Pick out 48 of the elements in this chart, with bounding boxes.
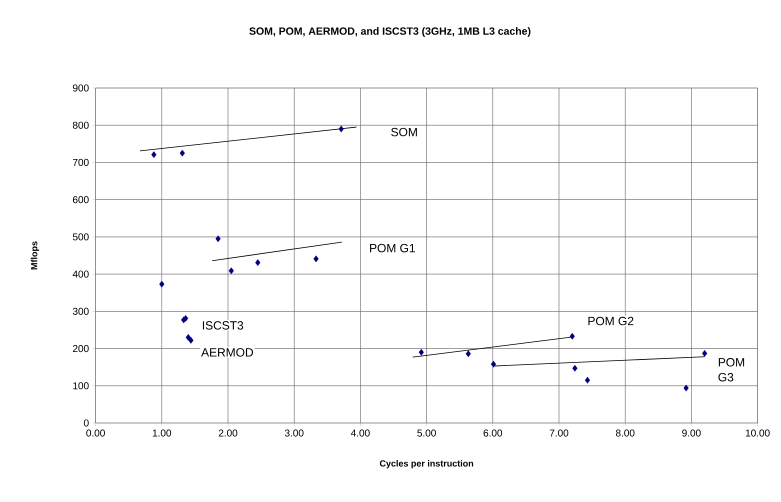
series-label: POM G2 [588,316,634,326]
y-tick-label: 500 [72,233,89,240]
y-tick-label: 900 [72,84,89,92]
point [702,350,708,357]
point [338,126,344,132]
x-tick-label: 4.00 [350,430,370,437]
point [490,360,496,368]
y-tick-label: 100 [73,382,89,390]
point [151,151,156,158]
point [186,334,191,341]
point [584,376,590,384]
point [684,384,689,392]
x-tick-label: 5.00 [417,430,436,437]
series-label: POM G3 [718,358,744,382]
point [188,336,194,344]
x-tick-label: 2.00 [218,430,238,437]
point [466,350,471,358]
point [159,280,164,288]
point [255,259,260,266]
x-tick-label: 10.00 [746,430,770,437]
y-tick-label: 300 [72,308,89,315]
x-axis-title: Cycles per instruction [380,460,474,468]
y-tick-label: 0 [84,419,89,427]
x-tick-label: 9.00 [682,430,701,437]
y-tick-label: 700 [72,158,89,166]
point [180,150,185,157]
x-tick-label: 3.00 [284,430,304,437]
series-label: AERMOD [201,348,254,357]
point [215,235,221,242]
point [572,364,578,372]
y-tick-label: 800 [72,122,89,129]
y-tick-label: 200 [72,345,89,352]
point [228,267,234,274]
chart-title: SOM, POM, AERMOD, and ISCST3 (3GHz, 1MB L3 cache) [249,27,530,37]
text: POM G1 [370,244,415,252]
x-tick-label: 1.00 [152,430,172,437]
point [570,332,575,340]
x-tick-label: 8.00 [616,430,635,437]
point [313,255,319,262]
point [418,348,424,356]
x-tick-label: 7.00 [550,430,568,437]
y-axis-title: Mflops [30,241,40,270]
text: SOM [391,128,417,136]
y-tick-label: 600 [72,196,89,204]
series-label: ISCST3 [202,321,244,330]
y-tick-label: 400 [72,270,89,278]
x-tick-label: 0.00 [86,430,105,437]
x-tick-label: 6.00 [484,430,502,437]
